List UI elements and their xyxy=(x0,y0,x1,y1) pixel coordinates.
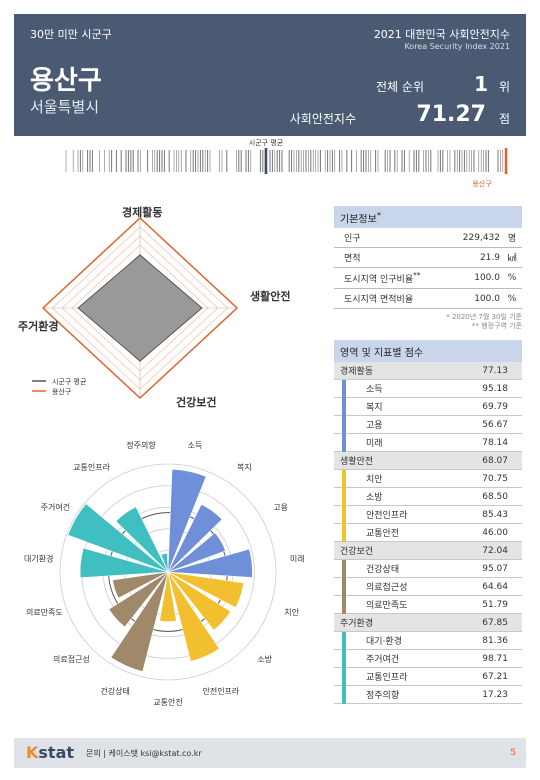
rose-label: 주거여건 xyxy=(41,502,70,512)
basic-info-note: * 2020년 7월 30일 기준 ** 행정구역 기준 xyxy=(446,313,522,330)
contact-info: 문의 | 케이스탯 ksi@kstat.co.kr xyxy=(86,749,202,758)
score-item-row: 안전인프라 85.43 xyxy=(334,505,522,524)
legend-self-label: 용산구 xyxy=(52,387,72,396)
radar-self-shape xyxy=(41,216,239,400)
page-number: 5 xyxy=(510,748,516,758)
table-row: 인구 229,432 명 xyxy=(334,228,522,248)
score-item-row: 의료접근성 64.64 xyxy=(334,577,522,596)
rose-label: 의료접근성 xyxy=(53,654,90,664)
rose-label: 안전인프라 xyxy=(202,686,239,696)
rank-unit: 위 xyxy=(498,80,510,94)
radar-label-economy: 경제활동 xyxy=(122,205,162,219)
basic-info-title: 기본정보* xyxy=(334,206,522,228)
radar-chart: 경제활동 생활안전 건강보건 주거환경 시군구 평균 용산구 xyxy=(18,205,290,409)
table-row: 도시지역 면적비율 100.0% xyxy=(334,288,522,309)
rose-label: 치안 xyxy=(284,607,299,617)
legend-avg-label: 시군구 평균 xyxy=(52,377,87,386)
rose-bar xyxy=(167,469,207,573)
rose-label: 대기환경 xyxy=(24,553,53,563)
rose-bar xyxy=(160,553,169,573)
ranking-barcode: 시군구 평균 용산구 xyxy=(65,138,508,188)
rose-label: 건강상태 xyxy=(100,686,129,696)
rose-bar xyxy=(167,571,220,662)
index-value: 71.27 xyxy=(416,102,486,127)
score-item-row: 소방 68.50 xyxy=(334,487,522,506)
rose-label: 교통인프라 xyxy=(73,462,110,472)
barcode-self-label: 용산구 xyxy=(472,179,492,188)
score-item-row: 미래 78.14 xyxy=(334,433,522,452)
score-item-row: 소득 95.18 xyxy=(334,379,522,398)
district-name: 용산구 xyxy=(30,66,102,96)
rose-bar xyxy=(167,548,253,578)
rose-label: 소득 xyxy=(188,441,203,450)
rose-bar xyxy=(110,571,169,672)
index-label: 사회안전지수 xyxy=(289,112,356,126)
footer: Kstat 문의 | 케이스탯 ksi@kstat.co.kr 5 xyxy=(14,738,526,768)
rose-bar xyxy=(159,571,177,622)
header-banner: 30만 미만 시군구 2021 대한민국 사회안전지수 Korea Securi… xyxy=(14,14,526,136)
score-item-row: 교통안전 46.00 xyxy=(334,523,522,542)
score-item-row: 건강상태 95.07 xyxy=(334,559,522,578)
radar-label-housing: 주거환경 xyxy=(18,319,58,333)
rose-label: 고용 xyxy=(273,503,288,512)
score-item-row: 주거여건 98.71 xyxy=(334,649,522,668)
barcode-avg-label: 시군구 평균 xyxy=(249,138,284,147)
rank-value: 1 xyxy=(474,72,488,96)
score-domain-row: 건강보건 72.04 xyxy=(334,542,522,560)
index-unit: 점 xyxy=(498,112,510,126)
score-item-row: 복지 69.79 xyxy=(334,397,522,416)
radar-avg-shape xyxy=(77,254,203,362)
table-row: 도시지역 인구비율** 100.0% xyxy=(334,267,522,289)
rose-label: 복지 xyxy=(237,463,252,472)
rose-bar xyxy=(79,547,169,578)
score-domain-row: 경제활동 77.13 xyxy=(334,362,522,380)
scores-title: 영역 및 지표별 점수 xyxy=(334,340,522,362)
radar-label-health: 건강보건 xyxy=(176,395,216,409)
score-domain-row: 주거환경 67.85 xyxy=(334,614,522,632)
report-title: 2021 대한민국 사회안전지수 xyxy=(373,28,510,41)
basic-info-panel: 기본정보* 인구 229,432 명 면적 21.9 ㎢ 도시지역 인구비율** 100.… xyxy=(334,206,522,331)
score-item-row: 대기·환경 81.36 xyxy=(334,631,522,650)
rose-label: 정주의향 xyxy=(126,440,156,450)
category-label: 30만 미만 시군구 xyxy=(30,28,112,41)
radar-label-safety: 생활안전 xyxy=(250,289,290,303)
rose-label: 교통안전 xyxy=(153,697,182,707)
city-name: 서울특별시 xyxy=(30,98,100,116)
rose-bar xyxy=(108,571,169,628)
rose-label: 의료만족도 xyxy=(26,607,63,617)
scores-panel: 영역 및 지표별 점수 경제활동 77.13 소득 95.18 복지 69.79 고용 56.… xyxy=(334,340,522,704)
rose-bar xyxy=(167,504,223,573)
kstat-logo: Kstat xyxy=(26,743,75,762)
basic-info-table: 인구 229,432 명 면적 21.9 ㎢ 도시지역 인구비율** 100.0% 도시지… xyxy=(334,228,522,309)
rose-bar xyxy=(167,571,231,631)
rose-grid-ring xyxy=(59,463,277,681)
score-item-row: 의료만족도 51.79 xyxy=(334,595,522,614)
rose-label: 소방 xyxy=(257,654,272,664)
rose-bar xyxy=(167,571,244,608)
score-item-row: 고용 56.67 xyxy=(334,415,522,434)
rose-label: 미래 xyxy=(290,554,305,563)
score-item-row: 치안 70.75 xyxy=(334,469,522,488)
rose-bar xyxy=(67,503,169,573)
score-item-row: 교통인프라 67.21 xyxy=(334,667,522,686)
table-row: 면적 21.9 ㎢ xyxy=(334,247,522,268)
rose-bar xyxy=(167,532,226,573)
score-domain-row: 생활안전 68.07 xyxy=(334,452,522,470)
report-subtitle: Korea Security Index 2021 xyxy=(404,42,510,51)
rose-bar xyxy=(115,506,169,573)
score-item-row: 정주의향 17.23 xyxy=(334,685,522,704)
rose-bar xyxy=(112,571,169,599)
rank-label: 전체 순위 xyxy=(376,80,424,94)
